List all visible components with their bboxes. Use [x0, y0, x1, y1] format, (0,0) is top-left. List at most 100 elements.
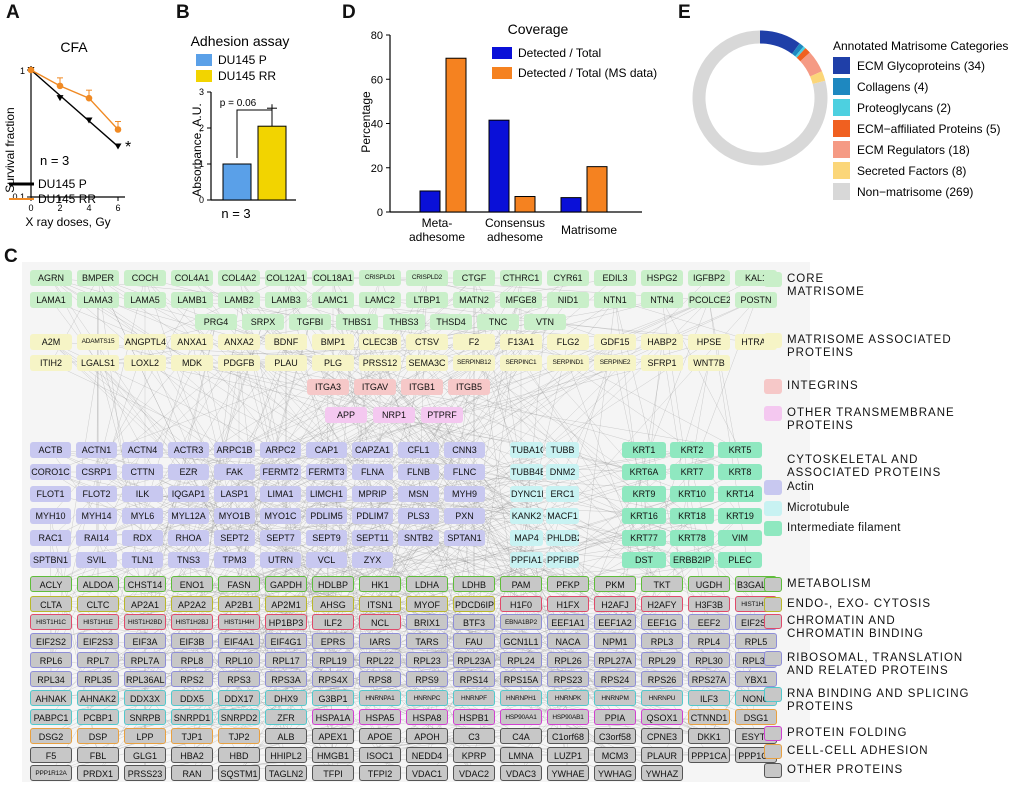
panel-b-chart: Adhesion assay DU145 P DU145 RR Absorban… [190, 33, 296, 221]
network-node: SQSTM1 [218, 765, 260, 781]
network-legend-swatch [764, 614, 782, 629]
network-node: DKK1 [688, 728, 730, 744]
network-node: EEF1A2 [594, 614, 636, 630]
panel-a-star: * [125, 139, 131, 156]
panel-b-pvalue: p = 0.06 [220, 98, 257, 109]
network-node: TUBB [546, 442, 579, 458]
network-node: THSD4 [430, 314, 472, 330]
panel-label-a: A [6, 2, 20, 23]
network-node: PLG [312, 355, 354, 371]
network-node: FLG2 [547, 334, 589, 350]
network-node: RPS15A [500, 671, 542, 687]
panel-a-xtick: 6 [115, 203, 120, 213]
network-node: RPL23A [453, 652, 495, 668]
network-legend-label: PROTEINS [787, 347, 854, 359]
network-node: H2AFY [641, 596, 683, 612]
network-node: MYH9 [444, 486, 485, 502]
network-node: TNC [477, 314, 519, 330]
network-legend-item: PROTEIN FOLDING [787, 727, 907, 740]
network-legend-swatch [764, 379, 782, 394]
network-node: KRT6A [622, 464, 666, 480]
network-node: GCN1L1 [500, 633, 542, 649]
network-node: ITGB1 [401, 379, 443, 395]
network-node: EIF3B [171, 633, 213, 649]
panel-b-bar [257, 125, 287, 201]
panel-d-cat-2b: adhesome [487, 230, 543, 244]
panel-d-legend-2: Detected / Total (MS data) [518, 66, 657, 80]
network-node: TGFBI [289, 314, 331, 330]
panel-e-slice [791, 43, 804, 57]
network-node: BDNF [265, 334, 307, 350]
panel-a-point-p [85, 117, 93, 124]
panel-e-legend-item: Proteoglycans (2) [857, 101, 951, 115]
network-node: C3 [453, 728, 495, 744]
panel-e-slice [795, 46, 806, 58]
network-node: ITGA3 [307, 379, 349, 395]
network-node: CAPZA1 [352, 442, 393, 458]
network-legend-label: METABOLISM [787, 578, 872, 590]
panel-b-n: n = 3 [221, 206, 250, 221]
network-node: HNRNPM [594, 690, 636, 706]
network-node: TUBA1C [510, 442, 543, 458]
panel-d-legend-swatch-2 [492, 67, 512, 79]
network-node: PXN [444, 508, 485, 524]
network-node: LAMB1 [171, 292, 213, 308]
network-node: CFL1 [398, 442, 439, 458]
network-node: HIST1H4H [218, 614, 260, 630]
panel-b-ytick: 3 [199, 87, 204, 97]
network-legend-item: OTHER TRANSMEMBRANE PROTEINS [787, 407, 955, 433]
network-node: RPL24 [500, 652, 542, 668]
network-node: VDAC3 [500, 765, 542, 781]
network-legend-label: MATRISOME ASSOCIATED [787, 334, 952, 346]
network-legend-swatch [764, 687, 782, 702]
network-node: CTSV [406, 334, 448, 350]
network-node: PPFIBP1 [546, 552, 579, 568]
network-node: PKM [594, 576, 636, 592]
network-legend-label: Microtubule [787, 502, 850, 514]
network-legend-label: Intermediate filament [787, 522, 901, 534]
panel-e-legend-swatch [833, 162, 850, 179]
network-node: HNRNPK [547, 690, 589, 706]
network-node: NTN4 [641, 292, 683, 308]
network-node: NACA [547, 633, 589, 649]
network-legend-item: CYTOSKELETAL AND ASSOCIATED PROTEINS [787, 454, 941, 480]
network-legend-item: Microtubule [787, 502, 850, 515]
network-node: ALDOA [77, 576, 119, 592]
network-legend-label: CELL-CELL ADHESION [787, 745, 929, 757]
network-node: RPL34 [30, 671, 72, 687]
network-node: NRP1 [373, 407, 415, 423]
network-node: DDX3X [124, 690, 166, 706]
network-node: FAU [453, 633, 495, 649]
network-node: RPL17 [265, 652, 307, 668]
network-node: KRT1 [622, 442, 666, 458]
network-node: EIF4G1 [265, 633, 307, 649]
network-node: LIMCH1 [306, 486, 347, 502]
network-node: TUBB4B [510, 464, 543, 480]
network-node: FLOT2 [76, 486, 117, 502]
network-node: LPP [124, 728, 166, 744]
network-node: EEF1G [641, 614, 683, 630]
network-node: TLN1 [122, 552, 163, 568]
network-node: APOH [406, 728, 448, 744]
network-node: LAMB2 [218, 292, 260, 308]
panel-e-slice [692, 30, 828, 166]
network-node: KRT2 [670, 442, 714, 458]
network-node: RPS23 [547, 671, 589, 687]
network-legend-swatch [764, 521, 782, 536]
panel-e-legend-item: ECM Glycoproteins (34) [857, 59, 985, 73]
network-node: PHLDB2 [546, 530, 579, 546]
network-node: CTTN [122, 464, 163, 480]
network-legend-swatch [764, 333, 782, 348]
network-node: DSG2 [30, 728, 72, 744]
network-node: LAMA5 [124, 292, 166, 308]
network-node: PTPRF [421, 407, 463, 423]
network-node: HK1 [359, 576, 401, 592]
network-node: RPS4X [312, 671, 354, 687]
network-node: SERPINB12 [453, 355, 495, 371]
network-node: UGDH [688, 576, 730, 592]
network-node: PDLIM7 [352, 508, 393, 524]
network-node: GDF15 [594, 334, 636, 350]
panel-d-cat-1b: adhesome [409, 230, 465, 244]
panel-label-d: D [342, 2, 356, 23]
network-node: PFKP [547, 576, 589, 592]
